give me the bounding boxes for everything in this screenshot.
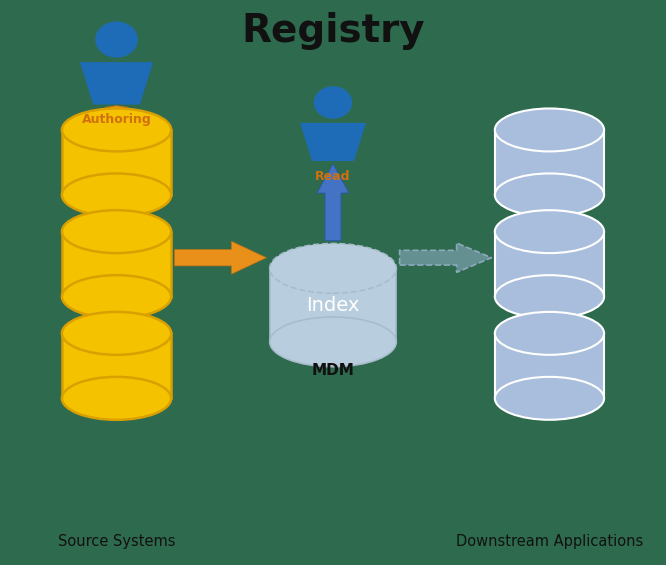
Polygon shape: [300, 123, 366, 161]
Text: Authoring: Authoring: [82, 113, 151, 126]
Bar: [62, 130, 171, 195]
Text: Registry: Registry: [241, 12, 425, 50]
Polygon shape: [400, 243, 492, 272]
Bar: [270, 268, 396, 342]
Ellipse shape: [62, 173, 171, 216]
Circle shape: [95, 21, 138, 58]
Ellipse shape: [62, 275, 171, 318]
Text: MDM: MDM: [312, 363, 354, 377]
Ellipse shape: [62, 377, 171, 420]
Text: Read: Read: [315, 170, 351, 182]
Bar: [62, 232, 171, 297]
Ellipse shape: [495, 312, 604, 355]
Circle shape: [314, 86, 352, 119]
Bar: [495, 130, 604, 195]
Bar: [495, 333, 604, 398]
Bar: [62, 333, 171, 398]
Polygon shape: [317, 164, 349, 241]
Bar: [495, 232, 604, 297]
Ellipse shape: [270, 317, 396, 367]
Ellipse shape: [495, 210, 604, 253]
Text: Source Systems: Source Systems: [58, 534, 175, 549]
Polygon shape: [80, 62, 153, 105]
Ellipse shape: [495, 173, 604, 216]
Ellipse shape: [495, 377, 604, 420]
Ellipse shape: [62, 312, 171, 355]
Ellipse shape: [62, 210, 171, 253]
Ellipse shape: [495, 275, 604, 318]
Text: Downstream Applications: Downstream Applications: [456, 534, 643, 549]
Ellipse shape: [495, 108, 604, 151]
Ellipse shape: [270, 244, 396, 293]
Polygon shape: [105, 106, 129, 110]
Polygon shape: [174, 241, 266, 274]
Text: Index: Index: [306, 295, 360, 315]
Ellipse shape: [62, 108, 171, 151]
